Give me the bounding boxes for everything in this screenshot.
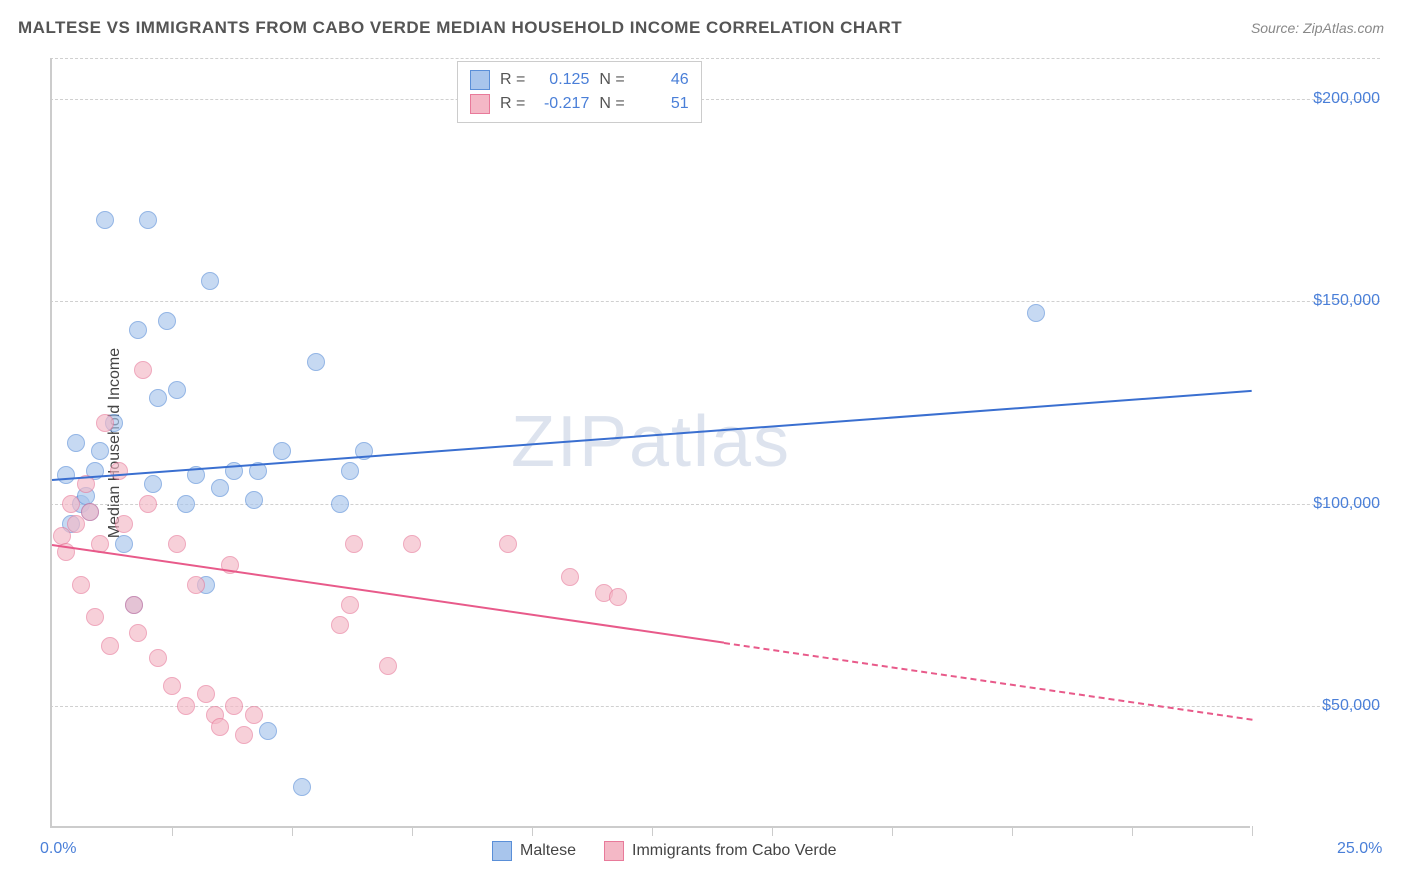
- x-tick: [292, 826, 293, 836]
- data-point: [129, 321, 147, 339]
- data-point: [235, 726, 253, 744]
- data-point: [115, 535, 133, 553]
- data-point: [245, 491, 263, 509]
- n-value-series2: 51: [635, 92, 689, 116]
- data-point: [561, 568, 579, 586]
- data-point: [225, 697, 243, 715]
- x-axis-min-label: 0.0%: [40, 840, 76, 858]
- chart-title: MALTESE VS IMMIGRANTS FROM CABO VERDE ME…: [18, 18, 902, 38]
- chart-area: Median Household Income $50,000$100,000$…: [50, 58, 1380, 828]
- data-point: [67, 515, 85, 533]
- data-point: [129, 624, 147, 642]
- x-tick: [772, 826, 773, 836]
- r-label: R =: [500, 92, 525, 116]
- data-point: [177, 697, 195, 715]
- data-point: [379, 657, 397, 675]
- y-tick-label: $200,000: [1270, 90, 1380, 108]
- swatch-series1: [470, 70, 490, 90]
- y-tick-label: $100,000: [1270, 495, 1380, 513]
- data-point: [139, 211, 157, 229]
- swatch-series2: [470, 94, 490, 114]
- data-point: [144, 475, 162, 493]
- data-point: [110, 462, 128, 480]
- data-point: [134, 361, 152, 379]
- x-tick: [892, 826, 893, 836]
- legend-label-series2: Immigrants from Cabo Verde: [632, 842, 837, 860]
- plot-region: ZIPatlas R = 0.125 N = 46 R = -0.217 N =…: [50, 58, 1250, 828]
- data-point: [67, 434, 85, 452]
- data-point: [211, 479, 229, 497]
- legend-item-series1: Maltese: [492, 841, 576, 861]
- n-label: N =: [599, 68, 624, 92]
- data-point: [331, 616, 349, 634]
- data-point: [403, 535, 421, 553]
- data-point: [62, 495, 80, 513]
- data-point: [57, 466, 75, 484]
- legend-label-series1: Maltese: [520, 842, 576, 860]
- legend-swatch-series2: [604, 841, 624, 861]
- data-point: [201, 272, 219, 290]
- regression-line: [724, 642, 1252, 721]
- data-point: [139, 495, 157, 513]
- data-point: [86, 608, 104, 626]
- data-point: [81, 503, 99, 521]
- data-point: [101, 637, 119, 655]
- data-point: [177, 495, 195, 513]
- data-point: [307, 353, 325, 371]
- data-point: [115, 515, 133, 533]
- y-tick-label: $150,000: [1270, 292, 1380, 310]
- data-point: [341, 596, 359, 614]
- x-tick: [532, 826, 533, 836]
- data-point: [125, 596, 143, 614]
- data-point: [96, 211, 114, 229]
- data-point: [341, 462, 359, 480]
- legend-item-series2: Immigrants from Cabo Verde: [604, 841, 837, 861]
- data-point: [168, 381, 186, 399]
- legend-swatch-series1: [492, 841, 512, 861]
- data-point: [331, 495, 349, 513]
- data-point: [158, 312, 176, 330]
- stats-row-series1: R = 0.125 N = 46: [470, 68, 689, 92]
- x-tick: [652, 826, 653, 836]
- data-point: [72, 576, 90, 594]
- data-point: [53, 527, 71, 545]
- data-point: [163, 677, 181, 695]
- data-point: [293, 778, 311, 796]
- r-value-series1: 0.125: [535, 68, 589, 92]
- data-point: [149, 649, 167, 667]
- x-tick: [1012, 826, 1013, 836]
- data-point: [609, 588, 627, 606]
- x-tick: [1252, 826, 1253, 836]
- stats-row-series2: R = -0.217 N = 51: [470, 92, 689, 116]
- data-point: [259, 722, 277, 740]
- data-point: [245, 706, 263, 724]
- r-value-series2: -0.217: [535, 92, 589, 116]
- source-attribution: Source: ZipAtlas.com: [1251, 20, 1384, 36]
- data-point: [197, 685, 215, 703]
- data-point: [499, 535, 517, 553]
- bottom-legend: Maltese Immigrants from Cabo Verde: [492, 841, 837, 861]
- x-tick: [1132, 826, 1133, 836]
- data-point: [149, 389, 167, 407]
- data-point: [273, 442, 291, 460]
- stats-legend-box: R = 0.125 N = 46 R = -0.217 N = 51: [457, 61, 702, 123]
- data-point: [211, 718, 229, 736]
- n-value-series1: 46: [635, 68, 689, 92]
- data-point: [91, 442, 109, 460]
- n-label: N =: [599, 92, 624, 116]
- x-tick: [172, 826, 173, 836]
- x-tick: [412, 826, 413, 836]
- y-tick-label: $50,000: [1270, 697, 1380, 715]
- data-point: [96, 414, 114, 432]
- x-axis-max-label: 25.0%: [1337, 840, 1382, 858]
- data-point: [1027, 304, 1045, 322]
- data-point: [168, 535, 186, 553]
- chart-container: MALTESE VS IMMIGRANTS FROM CABO VERDE ME…: [0, 0, 1406, 892]
- data-point: [187, 576, 205, 594]
- r-label: R =: [500, 68, 525, 92]
- data-point: [345, 535, 363, 553]
